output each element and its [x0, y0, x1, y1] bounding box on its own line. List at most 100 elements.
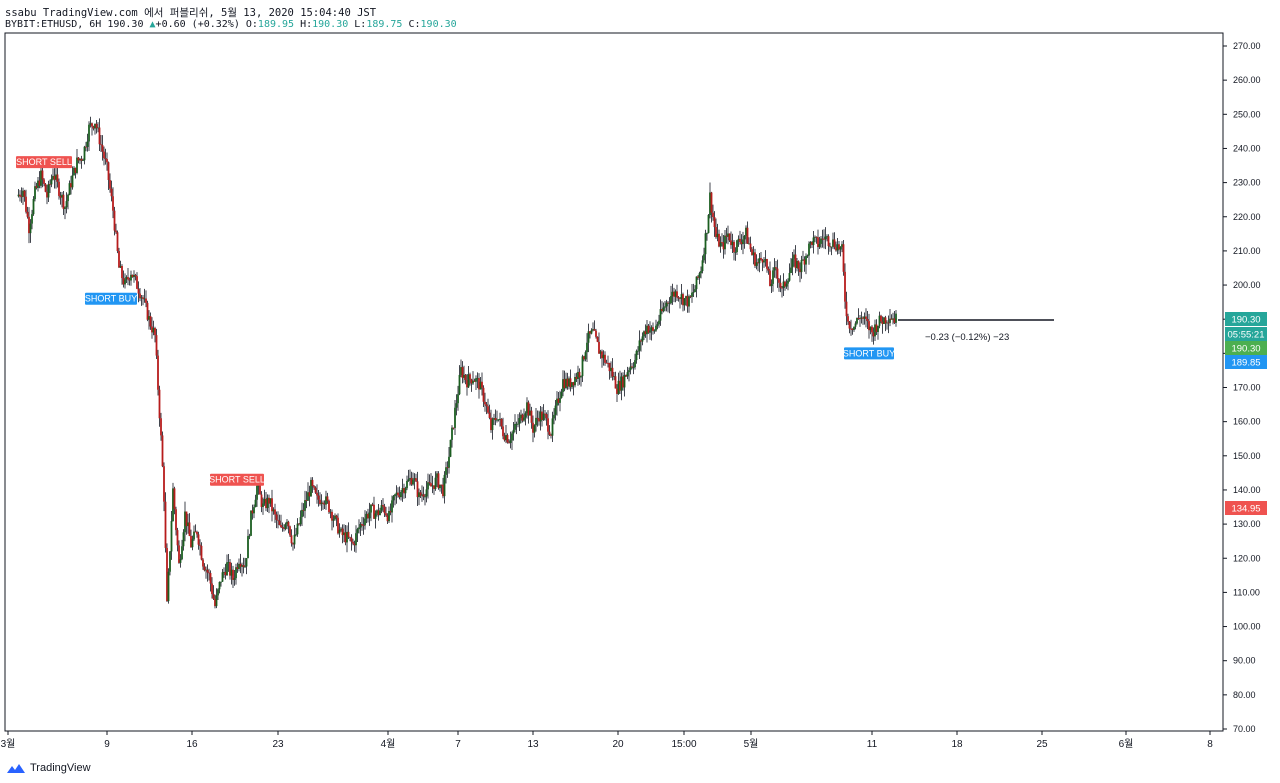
candle-body — [470, 379, 473, 384]
candle-body — [355, 533, 357, 546]
candle-body — [167, 571, 170, 602]
candle-body — [551, 418, 554, 436]
candle-body — [673, 291, 675, 297]
candle-body — [433, 485, 435, 489]
candle-body — [590, 330, 593, 334]
candle-body — [206, 569, 209, 573]
x-tick-label: 3월 — [1, 738, 16, 750]
candle-body — [869, 326, 872, 331]
candle-body — [719, 242, 722, 247]
candle-body — [763, 260, 765, 263]
candle-body — [337, 517, 339, 534]
signal-badge — [85, 292, 137, 305]
candle-body — [685, 296, 687, 299]
candle-body — [283, 527, 285, 529]
candle-body — [212, 594, 215, 599]
candle-body — [500, 418, 503, 427]
candle-body — [814, 236, 816, 238]
candle-body — [826, 236, 828, 238]
candle-body — [670, 295, 672, 304]
candle-body — [851, 328, 854, 330]
y-tick-label: 220.00 — [1233, 212, 1261, 222]
candle-body — [751, 249, 753, 255]
candle-body — [485, 404, 488, 407]
candle-body — [517, 423, 519, 425]
candle-body — [539, 411, 542, 422]
candle-body — [494, 418, 497, 421]
candle-body — [803, 259, 806, 265]
x-tick-label: 5월 — [744, 738, 759, 750]
price-axis[interactable]: 270.00 260.00 250.00 240.00 230.00 220.00 210.… — [1223, 41, 1261, 734]
candle-body — [325, 496, 327, 505]
candle-body — [619, 380, 621, 391]
candle-body — [388, 510, 390, 522]
candle-body — [350, 537, 353, 542]
price-tags: 190.30 05:55:21 190.30 189.85 134.95 — [1225, 312, 1267, 515]
candle-body — [34, 186, 36, 200]
candle-body — [28, 216, 30, 234]
candle-body — [797, 260, 800, 269]
candle-body — [565, 378, 567, 389]
candle-body — [821, 238, 824, 240]
time-axis[interactable]: 3월 9 16 23 4월 7 13 20 15:00 5월 11 18 25 6월 8 — [1, 731, 1214, 750]
candle-body — [781, 287, 783, 289]
candle-body — [20, 196, 23, 198]
candle-body — [682, 294, 684, 306]
candle-body — [457, 394, 459, 404]
candle-body — [830, 246, 833, 248]
candle-body — [40, 170, 42, 186]
candle-body — [328, 500, 330, 513]
candle-body — [688, 296, 690, 307]
candle-body — [326, 496, 329, 501]
candle-body — [143, 298, 146, 300]
candle-body — [58, 181, 60, 196]
candle-body — [737, 238, 740, 241]
candle-body — [245, 558, 248, 567]
candle-body — [158, 389, 161, 419]
brand-label: TradingView — [30, 762, 91, 774]
candle-body — [241, 565, 243, 567]
candle-body — [839, 246, 842, 250]
candle-body — [329, 511, 332, 513]
candle-body — [247, 536, 249, 559]
candle-body — [824, 236, 827, 240]
candle-body — [770, 283, 773, 287]
candle-body — [269, 498, 272, 504]
candle-body — [589, 331, 591, 334]
candle-body — [430, 483, 432, 487]
candle-body — [455, 403, 458, 408]
low-price-tag: 189.85 — [1225, 355, 1267, 369]
candle-body — [155, 335, 158, 356]
candle-body — [124, 279, 126, 285]
candle-body — [736, 240, 738, 252]
candle-body — [637, 350, 639, 352]
y-tick-label: 230.00 — [1233, 178, 1261, 188]
plot-frame — [4, 32, 1224, 732]
candle-body — [722, 242, 725, 250]
candle-body — [743, 235, 746, 240]
candle-body — [353, 543, 356, 546]
candle-body — [74, 167, 77, 173]
candle-body — [734, 251, 737, 253]
candle-body — [659, 309, 662, 321]
candle-body — [92, 126, 95, 129]
candle-body — [157, 355, 159, 390]
candle-body — [772, 270, 774, 284]
candle-body — [265, 498, 267, 509]
candle-body — [460, 367, 462, 375]
tradingview-brand[interactable]: TradingView — [6, 762, 91, 774]
candle-body — [77, 157, 80, 161]
candle-body — [466, 379, 468, 388]
candle-body — [691, 292, 693, 297]
candle-body — [703, 254, 705, 261]
close-label: C: — [408, 19, 421, 30]
candle-body — [578, 371, 581, 378]
candle-body — [233, 578, 236, 580]
candle-body — [721, 242, 723, 244]
candle-body — [592, 329, 594, 331]
candle-body — [22, 190, 24, 197]
candle-body — [665, 302, 668, 307]
candle-body — [412, 479, 414, 485]
candle-body — [614, 376, 617, 389]
